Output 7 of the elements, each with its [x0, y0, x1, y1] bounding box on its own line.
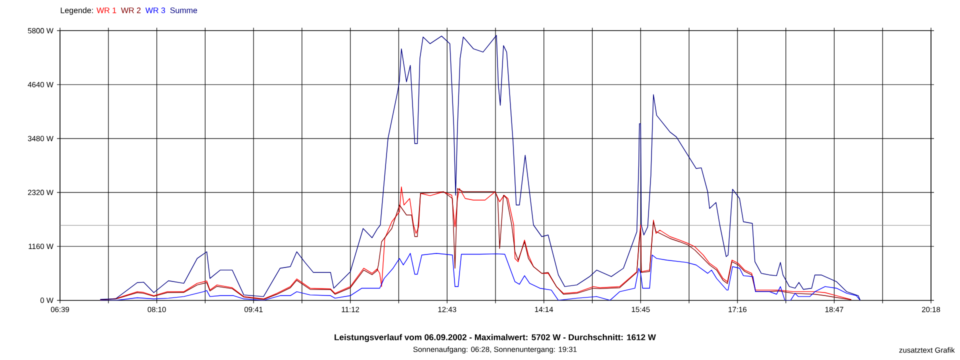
text: WR 3 [145, 7, 166, 14]
text: WR 1 [96, 8, 116, 14]
legend-title: Legende: [60, 7, 93, 15]
text: WR 2 [121, 7, 141, 14]
text: Summe [170, 7, 198, 14]
line-series [100, 35, 861, 300]
text: Leistungsverlauf vom 06.09.2002 - Maximalwert: 5702 W - Durchschnitt: 1612 W [334, 334, 656, 342]
